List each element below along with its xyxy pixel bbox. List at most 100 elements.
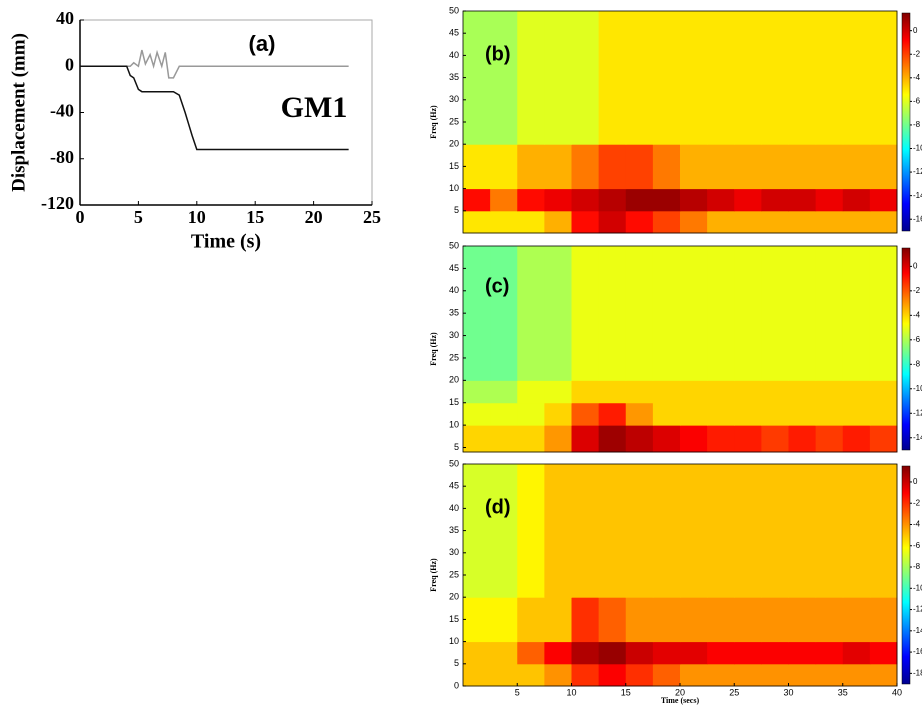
y-axis-label: Freq (Hz) — [429, 105, 438, 139]
heat-cell — [680, 11, 708, 145]
heat-cell — [680, 144, 708, 190]
heat-cell — [788, 246, 817, 381]
y-tick-label: 20 — [449, 375, 459, 385]
heat-cell — [571, 11, 600, 145]
heat-cell — [652, 246, 681, 381]
x-tick-label: 15 — [621, 687, 631, 697]
heat-cell — [625, 464, 654, 598]
y-axis-label: Freq (Hz) — [429, 332, 438, 366]
x-tick-label: 20 — [305, 207, 323, 227]
heat-cell — [652, 425, 681, 453]
heat-cell — [463, 402, 491, 426]
heat-cell — [517, 144, 545, 190]
heat-cell — [734, 246, 762, 381]
colorbar-tick-label: -2 — [913, 286, 921, 295]
heat-cell — [761, 380, 789, 404]
heat-cell — [869, 188, 898, 212]
x-tick-label: 5 — [134, 207, 143, 227]
heat-cell — [761, 464, 789, 598]
heat-cell — [571, 663, 600, 687]
colorbar — [901, 12, 911, 232]
heat-cell — [734, 402, 762, 426]
y-tick-label: 5 — [454, 658, 459, 668]
heat-cell — [517, 210, 545, 234]
heat-cell — [788, 210, 817, 234]
heat-cell — [707, 246, 735, 381]
x-tick-label: 20 — [675, 687, 685, 697]
heat-cell — [598, 11, 627, 145]
heat-cell — [869, 210, 898, 234]
y-tick-label: 45 — [449, 263, 459, 273]
x-tick-label: 10 — [566, 687, 576, 697]
heat-cell — [869, 402, 898, 426]
heat-cell — [463, 144, 491, 190]
heat-cell — [571, 246, 600, 381]
colorbar-tick-label: 0 — [913, 477, 918, 486]
y-tick-label: -120 — [41, 193, 74, 213]
panel-label: (c) — [485, 275, 509, 297]
y-tick-label: 15 — [449, 397, 459, 407]
colorbar-tick-label: -14 — [913, 433, 922, 442]
heat-cell — [571, 597, 600, 643]
heat-cell — [652, 210, 681, 234]
heat-cell — [571, 425, 600, 453]
heat-cell — [625, 210, 654, 234]
heat-cell — [761, 188, 789, 212]
heat-cell — [788, 144, 817, 190]
x-tick-label: 0 — [76, 207, 85, 227]
y-tick-label: -40 — [50, 101, 74, 121]
x-tick-label: 10 — [188, 207, 206, 227]
heat-cell — [517, 663, 545, 687]
y-tick-label: 30 — [449, 547, 459, 557]
heat-cell — [761, 246, 789, 381]
panel-label: (b) — [485, 44, 511, 66]
heat-cell — [707, 210, 735, 234]
heat-cell — [680, 210, 708, 234]
y-tick-label: 45 — [449, 28, 459, 38]
heat-cell — [463, 464, 491, 598]
heat-cell — [788, 641, 817, 665]
heat-cell — [544, 144, 572, 190]
heat-cell — [571, 144, 600, 190]
heat-cell — [761, 11, 789, 145]
heat-cell — [598, 380, 627, 404]
heat-cell — [761, 597, 789, 643]
y-tick-label: -80 — [50, 147, 74, 167]
heat-cell — [842, 597, 871, 643]
colorbar-tick-label: -10 — [913, 583, 922, 592]
heat-cell — [680, 402, 708, 426]
heat-cell — [490, 144, 518, 190]
heat-cell — [517, 188, 545, 212]
heat-cell — [869, 246, 898, 381]
y-tick-label: 20 — [449, 592, 459, 602]
heat-cell — [598, 246, 627, 381]
heat-cell — [734, 464, 762, 598]
heat-cell — [625, 597, 654, 643]
heat-cell — [625, 144, 654, 190]
colorbar-tick-label: -4 — [913, 310, 921, 319]
x-tick-label: 35 — [838, 687, 848, 697]
colorbar-tick-label: -12 — [913, 605, 922, 614]
colorbar-tick-label: -16 — [913, 214, 922, 223]
heat-cell — [571, 464, 600, 598]
y-tick-label: 5 — [454, 442, 459, 452]
heat-cell — [734, 210, 762, 234]
heat-cell — [598, 188, 627, 212]
heat-cell — [815, 210, 844, 234]
heat-cell — [842, 246, 871, 381]
heat-cell — [788, 425, 817, 453]
heat-cell — [869, 11, 898, 145]
colorbar-tick-label: -6 — [913, 96, 921, 105]
heat-cell — [761, 641, 789, 665]
heat-cell — [869, 425, 898, 453]
heat-cell — [544, 246, 572, 381]
heat-cell — [463, 641, 491, 665]
y-tick-label: 25 — [449, 352, 459, 362]
heat-cell — [707, 188, 735, 212]
heat-cell — [788, 464, 817, 598]
y-tick-label: 25 — [449, 569, 459, 579]
y-tick-label: 10 — [449, 636, 459, 646]
heat-cell — [788, 663, 817, 687]
heat-cell — [544, 210, 572, 234]
heat-cell — [761, 663, 789, 687]
